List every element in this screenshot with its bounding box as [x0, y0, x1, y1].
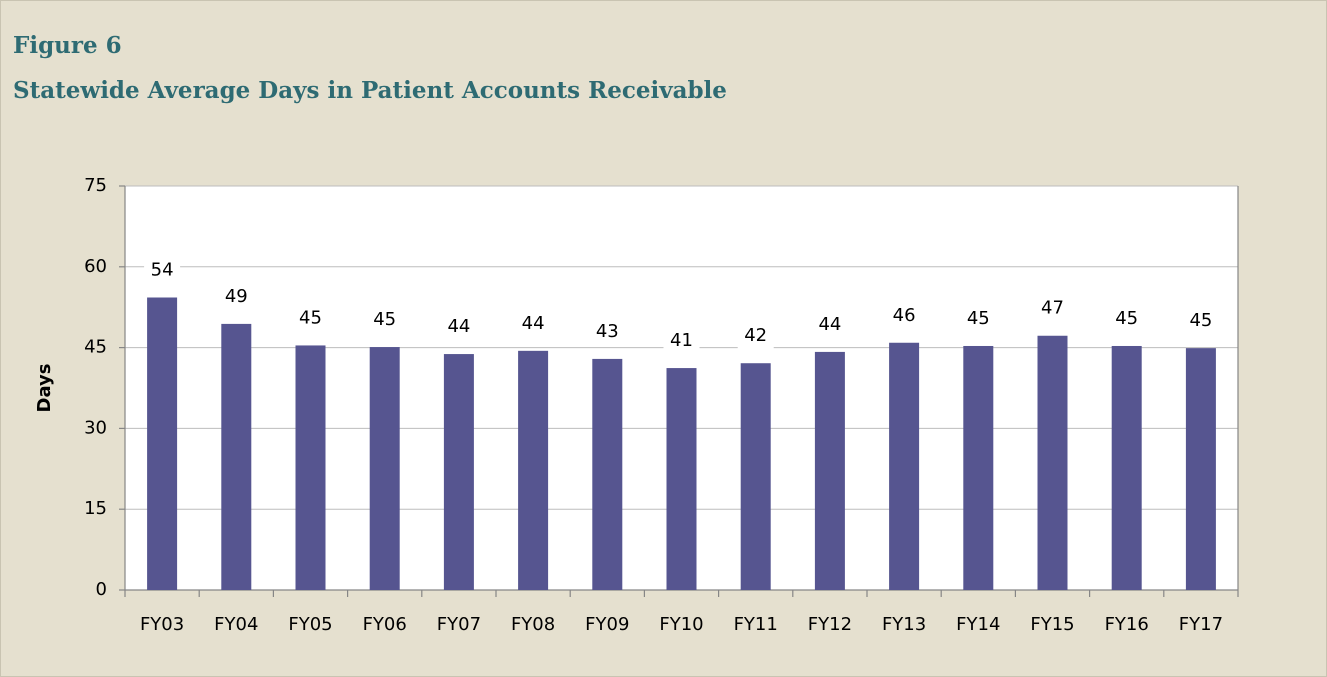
value-label-bg [663, 328, 700, 355]
bar [1037, 335, 1068, 590]
bar [443, 354, 474, 590]
bar [369, 347, 400, 590]
value-label-bg [292, 305, 329, 332]
x-tick-label: FY05 [288, 614, 332, 635]
x-tick-label: FY10 [659, 614, 703, 635]
bar [592, 358, 623, 590]
bar [221, 323, 252, 590]
x-tick-label: FY14 [956, 614, 1000, 635]
value-label: 41 [670, 330, 693, 351]
value-label-bg [811, 311, 848, 338]
value-label: 47 [1041, 298, 1064, 319]
x-tick-label: FY08 [511, 614, 555, 635]
y-tick-label: 45 [84, 337, 107, 358]
value-label-bg [144, 257, 181, 284]
value-label: 54 [151, 260, 174, 281]
bar [666, 368, 697, 590]
x-tick-label: FY13 [882, 614, 926, 635]
bar [1111, 345, 1142, 590]
value-label-bg [440, 314, 477, 341]
value-label-bg [1182, 308, 1219, 335]
value-label-bg [218, 283, 255, 310]
x-tick-label: FY16 [1105, 614, 1149, 635]
value-label-bg [1034, 295, 1071, 322]
value-label: 43 [596, 321, 619, 342]
y-tick-label: 15 [84, 498, 107, 519]
value-label: 44 [447, 316, 470, 337]
value-label: 45 [967, 308, 990, 329]
x-tick-label: FY17 [1179, 614, 1223, 635]
x-tick-label: FY07 [437, 614, 481, 635]
y-tick-label: 0 [96, 579, 107, 600]
bar [518, 350, 549, 590]
value-label: 45 [299, 307, 322, 328]
bar [963, 345, 994, 590]
value-label: 44 [818, 314, 841, 335]
value-label: 49 [225, 286, 248, 307]
x-tick-label: FY03 [140, 614, 184, 635]
x-tick-label: FY15 [1030, 614, 1074, 635]
chart-title: Figure 6 [13, 32, 122, 59]
value-label-bg [366, 307, 403, 334]
value-label-bg [515, 310, 552, 337]
value-label-bg [737, 323, 774, 350]
value-label-bg [1108, 305, 1145, 332]
bar [740, 363, 771, 590]
y-tick-label: 60 [84, 256, 107, 277]
x-tick-label: FY06 [363, 614, 407, 635]
x-tick-label: FY09 [585, 614, 629, 635]
bar [1185, 348, 1216, 590]
y-axis-label: Days [34, 364, 55, 413]
x-tick-label: FY11 [734, 614, 778, 635]
bar [147, 297, 178, 590]
bar [295, 345, 326, 590]
value-label: 46 [893, 305, 916, 326]
value-label: 45 [1115, 308, 1138, 329]
x-tick-label: FY12 [808, 614, 852, 635]
x-tick-label: FY04 [214, 614, 258, 635]
value-label: 44 [522, 313, 545, 334]
value-label-bg [960, 305, 997, 332]
chart-subtitle: Statewide Average Days in Patient Accoun… [13, 77, 727, 104]
y-tick-label: 75 [84, 175, 107, 196]
bar [814, 351, 845, 590]
value-label: 42 [744, 325, 767, 346]
value-label: 45 [373, 309, 396, 330]
value-label-bg [589, 318, 626, 345]
value-label: 45 [1189, 310, 1212, 331]
bar [889, 342, 920, 590]
value-label-bg [886, 302, 923, 329]
y-tick-label: 30 [84, 417, 107, 438]
